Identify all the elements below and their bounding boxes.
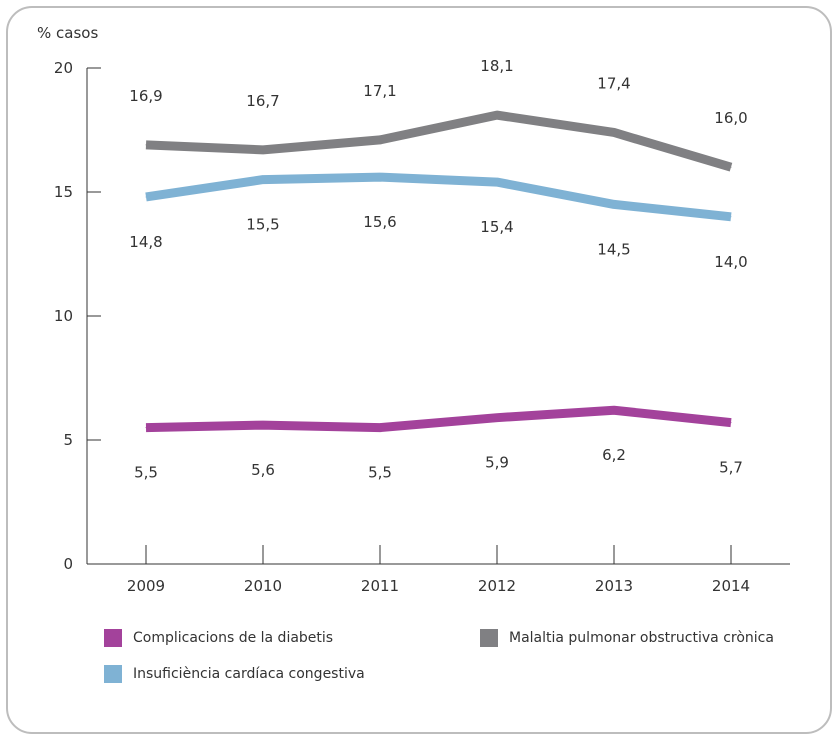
data-label: 15,6 xyxy=(363,213,396,231)
data-point xyxy=(145,144,147,146)
data-label: 6,2 xyxy=(602,446,626,464)
x-tick-label: 2014 xyxy=(712,577,750,595)
data-label: 5,5 xyxy=(368,464,392,482)
y-tick-label: 5 xyxy=(63,431,73,449)
legend-item-insuficiencia: Insuficiència cardíaca congestiva xyxy=(104,665,365,683)
data-label: 15,4 xyxy=(480,218,513,236)
legend-label-mpoc: Malaltia pulmonar obstructiva crònica xyxy=(509,630,774,646)
data-point xyxy=(379,427,381,429)
data-label: 16,7 xyxy=(246,92,279,110)
y-tick-label: 0 xyxy=(63,555,73,573)
data-label: 15,5 xyxy=(246,216,279,234)
data-point xyxy=(262,149,264,151)
legend-swatch-insuficiencia xyxy=(104,665,122,683)
legend-label-insuficiencia: Insuficiència cardíaca congestiva xyxy=(133,666,365,682)
data-point xyxy=(730,166,732,168)
legend-item-diabetis: Complicacions de la diabetis xyxy=(104,629,333,647)
data-label: 5,7 xyxy=(719,459,743,477)
data-label: 16,0 xyxy=(714,109,747,127)
data-point xyxy=(613,409,615,411)
data-label: 5,9 xyxy=(485,454,509,472)
data-label: 18,1 xyxy=(480,57,513,75)
data-point xyxy=(262,424,264,426)
data-point xyxy=(379,139,381,141)
legend-label-diabetis: Complicacions de la diabetis xyxy=(133,630,334,646)
data-point xyxy=(496,417,498,419)
y-axis-label: % casos xyxy=(37,24,98,42)
data-label: 5,5 xyxy=(134,464,158,482)
x-tick-label: 2013 xyxy=(595,577,633,595)
data-point xyxy=(613,203,615,205)
data-point xyxy=(496,181,498,183)
data-label: 14,8 xyxy=(129,233,162,251)
series-line-1 xyxy=(145,172,732,222)
data-point xyxy=(730,216,732,218)
data-point xyxy=(145,196,147,198)
data-point xyxy=(496,114,498,116)
data-label: 17,4 xyxy=(597,74,630,92)
data-point xyxy=(730,422,732,424)
data-label: 14,0 xyxy=(714,253,747,271)
data-label: 5,6 xyxy=(251,461,275,479)
data-label: 16,9 xyxy=(129,87,162,105)
y-tick-label: 10 xyxy=(54,307,73,325)
legend-item-mpoc: Malaltia pulmonar obstructiva crònica xyxy=(480,629,774,647)
data-point xyxy=(379,176,381,178)
y-tick-label: 20 xyxy=(54,59,73,77)
series-line-2 xyxy=(145,405,732,433)
x-tick-label: 2010 xyxy=(244,577,282,595)
legend-swatch-diabetis xyxy=(104,629,122,647)
x-tick-label: 2009 xyxy=(127,577,165,595)
data-point xyxy=(262,179,264,181)
data-label: 17,1 xyxy=(363,82,396,100)
data-point xyxy=(613,131,615,133)
y-tick-label: 15 xyxy=(54,183,73,201)
data-point xyxy=(145,427,147,429)
series-line-0 xyxy=(145,110,733,172)
x-tick-label: 2011 xyxy=(361,577,399,595)
x-tick-label: 2012 xyxy=(478,577,516,595)
data-label: 14,5 xyxy=(597,240,630,258)
legend-swatch-mpoc xyxy=(480,629,498,647)
